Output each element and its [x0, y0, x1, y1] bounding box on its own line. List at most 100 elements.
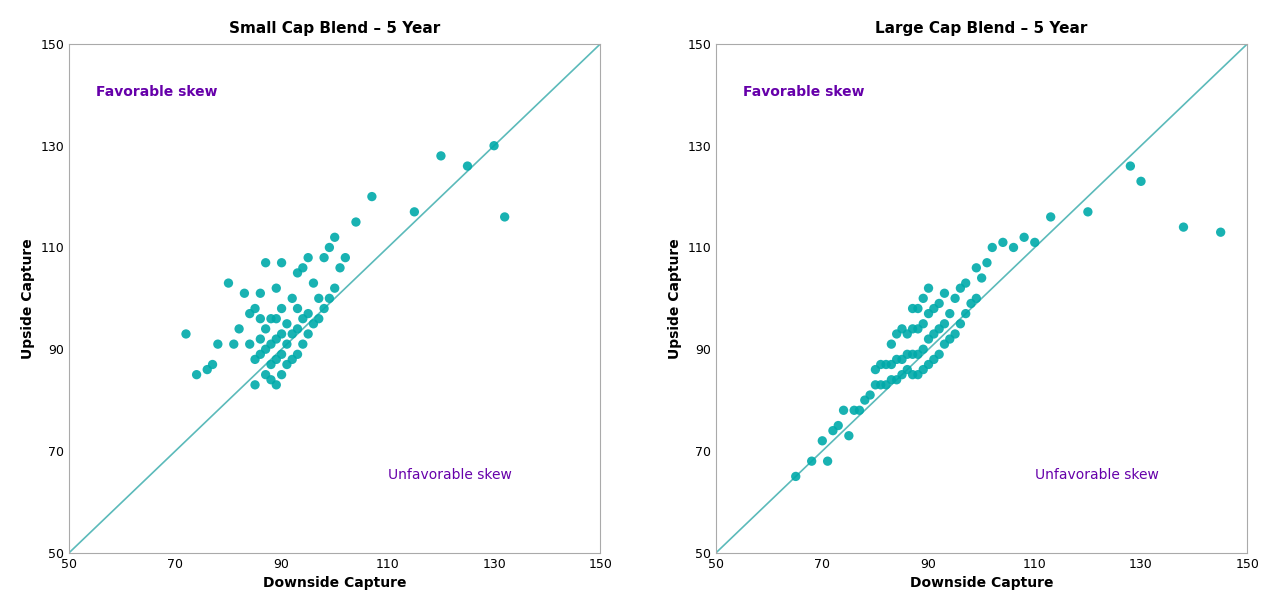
Point [1211, 227, 1231, 237]
Point [298, 329, 319, 339]
Point [887, 329, 908, 339]
Point [276, 339, 297, 349]
Point [955, 309, 975, 318]
Point [244, 380, 265, 390]
Point [918, 360, 938, 370]
Point [287, 349, 307, 359]
Point [1174, 222, 1194, 232]
Point [266, 284, 287, 293]
Point [287, 324, 307, 334]
Point [346, 217, 366, 227]
Point [303, 278, 324, 288]
Point [908, 349, 928, 359]
Title: Large Cap Blend – 5 Year: Large Cap Blend – 5 Year [876, 21, 1088, 36]
Point [276, 360, 297, 370]
Point [1004, 243, 1024, 252]
Point [908, 370, 928, 379]
Point [308, 314, 329, 324]
Point [902, 349, 923, 359]
X-axis label: Downside Capture: Downside Capture [262, 576, 407, 590]
Point [324, 232, 344, 242]
Point [314, 253, 334, 263]
Point [250, 349, 270, 359]
Point [250, 288, 270, 298]
Point [293, 339, 314, 349]
Point [276, 319, 297, 329]
Point [271, 349, 292, 359]
Point [256, 324, 276, 334]
Point [271, 258, 292, 268]
Point [1078, 207, 1098, 217]
Point [892, 370, 913, 379]
Point [897, 349, 918, 359]
Point [271, 329, 292, 339]
Point [929, 349, 950, 359]
Point [924, 329, 945, 339]
Point [865, 365, 886, 375]
Point [197, 365, 218, 375]
Point [902, 304, 923, 313]
Point [404, 207, 425, 217]
Point [484, 141, 504, 150]
Point [855, 395, 876, 405]
Point [430, 151, 451, 161]
Point [913, 293, 933, 303]
Point [870, 380, 891, 390]
Point [457, 161, 477, 171]
Point [908, 324, 928, 334]
Point [261, 339, 282, 349]
Point [218, 278, 238, 288]
Point [961, 299, 982, 309]
Point [282, 329, 302, 339]
Point [892, 354, 913, 364]
Point [934, 288, 955, 298]
Y-axis label: Upside Capture: Upside Capture [668, 238, 682, 359]
Point [1130, 177, 1151, 186]
Point [945, 329, 965, 339]
Point [934, 339, 955, 349]
Point [812, 436, 832, 445]
X-axis label: Downside Capture: Downside Capture [910, 576, 1053, 590]
Point [308, 293, 329, 303]
Point [234, 288, 255, 298]
Point [945, 293, 965, 303]
Point [849, 405, 869, 415]
Point [319, 243, 339, 252]
Point [876, 360, 896, 370]
Point [330, 263, 351, 273]
Point [266, 314, 287, 324]
Point [319, 293, 339, 303]
Point [918, 334, 938, 344]
Point [261, 360, 282, 370]
Point [250, 314, 270, 324]
Point [918, 309, 938, 318]
Point [897, 365, 918, 375]
Point [833, 405, 854, 415]
Point [293, 263, 314, 273]
Point [908, 304, 928, 313]
Point [881, 360, 901, 370]
Point [876, 380, 896, 390]
Point [881, 339, 901, 349]
Point [207, 339, 228, 349]
Point [955, 278, 975, 288]
Point [1014, 232, 1034, 242]
Point [950, 284, 970, 293]
Point [918, 284, 938, 293]
Point [266, 354, 287, 364]
Point [887, 375, 908, 385]
Point [982, 243, 1002, 252]
Point [913, 345, 933, 354]
Point [870, 360, 891, 370]
Point [786, 472, 806, 481]
Point [256, 258, 276, 268]
Point [929, 324, 950, 334]
Point [256, 370, 276, 379]
Point [271, 370, 292, 379]
Point [950, 319, 970, 329]
Point [239, 309, 260, 318]
Point [801, 456, 822, 466]
Point [892, 324, 913, 334]
Point [966, 263, 987, 273]
Point [972, 273, 992, 283]
